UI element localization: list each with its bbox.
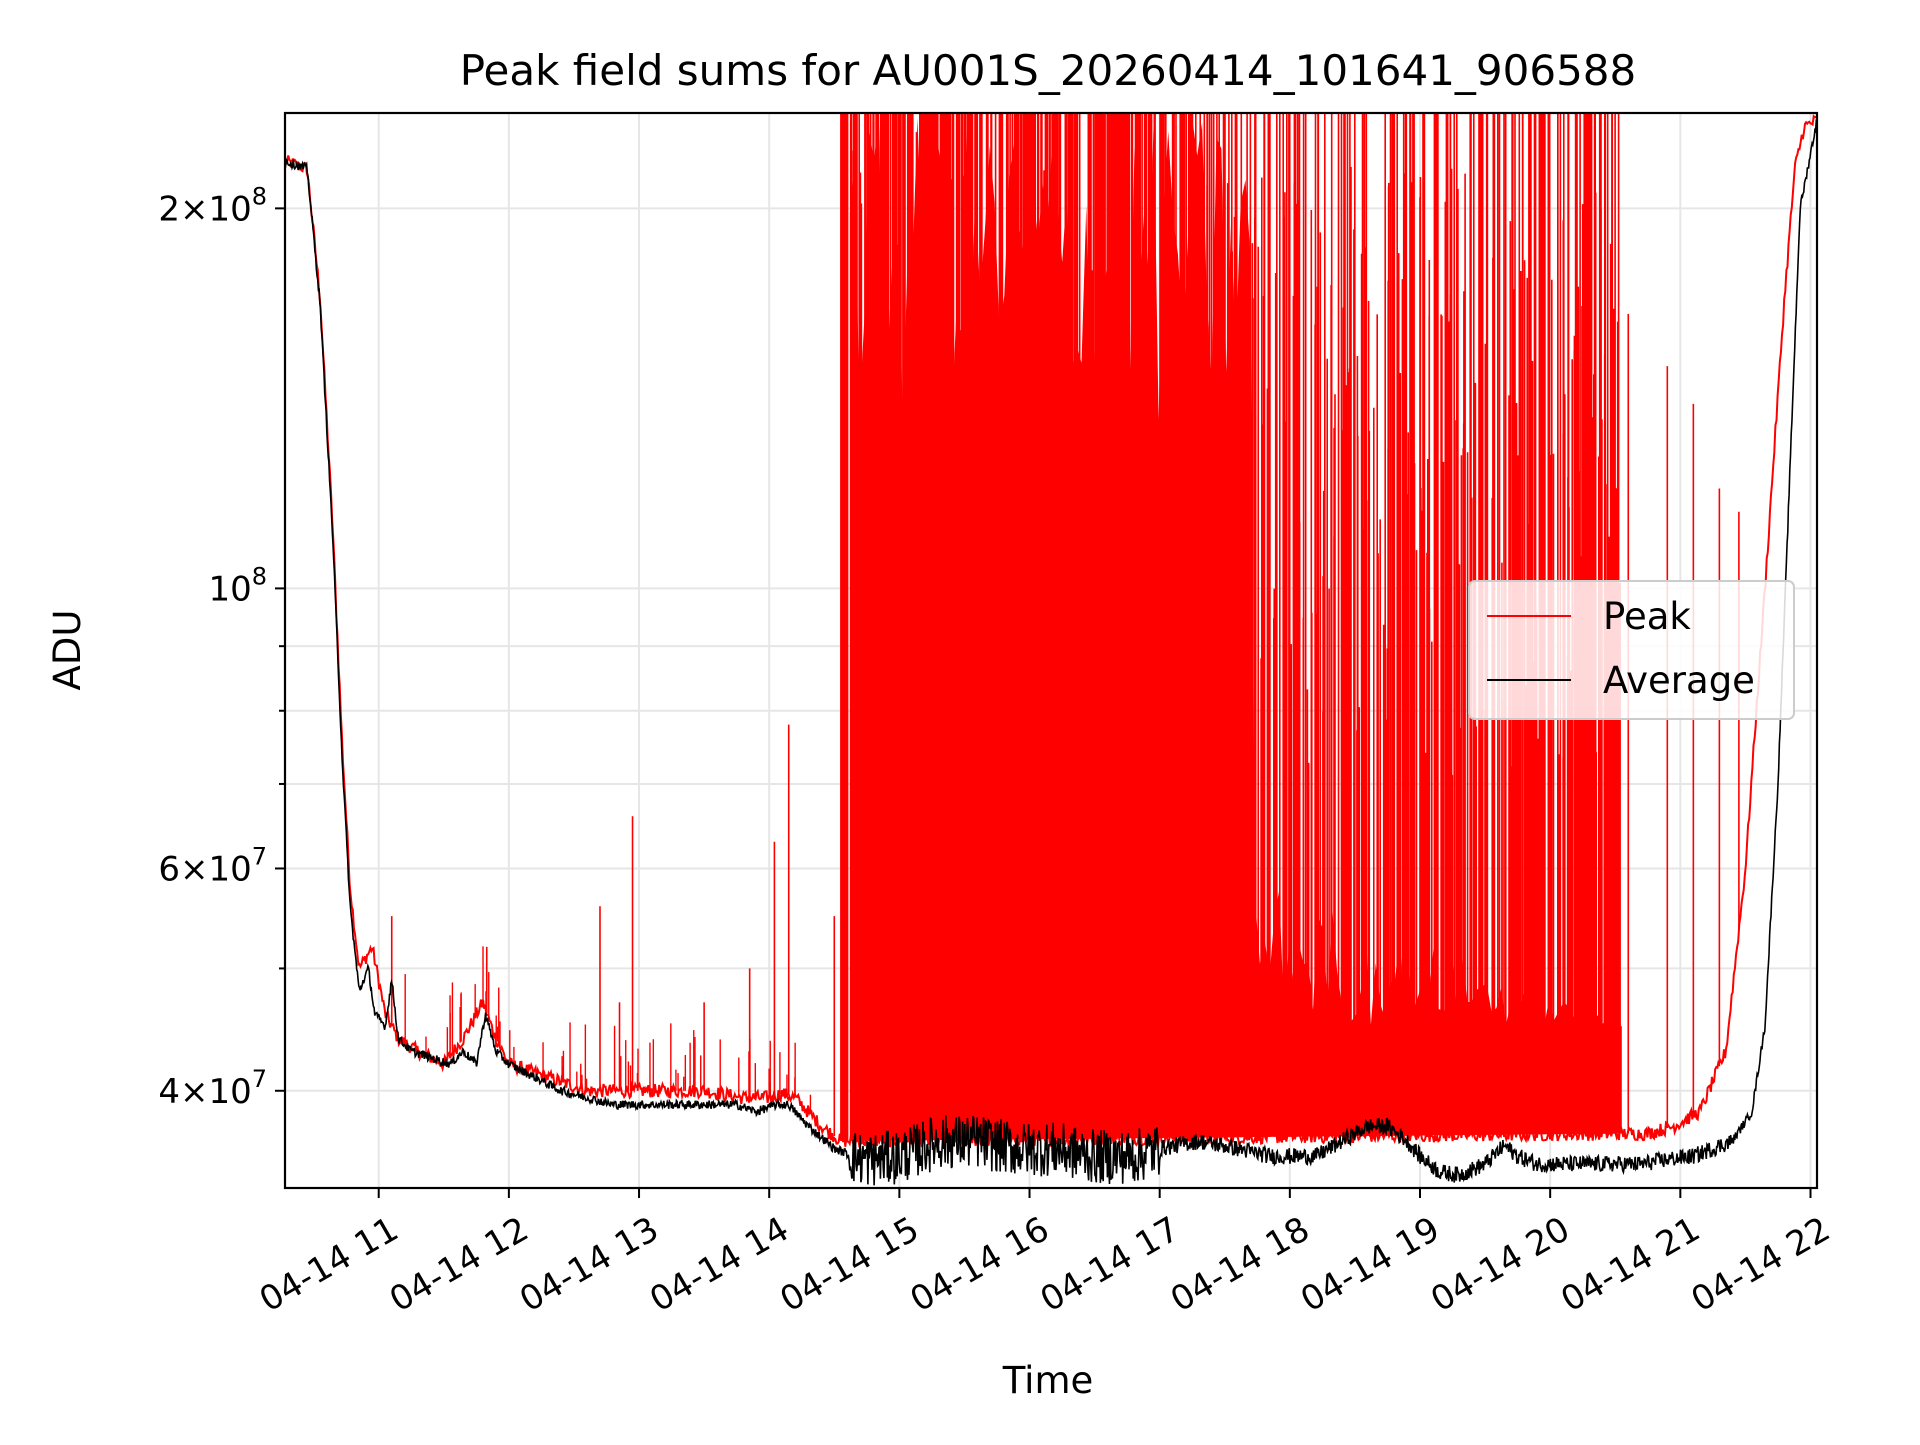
y-axis-ticks: 4×107 6×107 108 2×108 bbox=[158, 182, 285, 1112]
peak-dense-fill bbox=[849, 113, 1622, 1141]
average-line bbox=[285, 119, 1817, 1186]
legend-peak-label: Peak bbox=[1603, 595, 1691, 638]
y-axis-label: ADU bbox=[46, 610, 89, 691]
series-layer bbox=[285, 113, 1817, 1186]
x-axis-label: Time bbox=[1002, 1359, 1094, 1402]
chart-title: Peak field sums for AU001S_20260414_1016… bbox=[460, 46, 1637, 95]
legend: Peak Average bbox=[1468, 580, 1795, 720]
series-peak bbox=[285, 113, 1817, 1148]
y-tick-label: 2×108 bbox=[158, 182, 267, 229]
legend-average-label: Average bbox=[1603, 659, 1755, 702]
series-average bbox=[285, 119, 1817, 1186]
y-tick-label: 6×107 bbox=[158, 842, 267, 889]
peak-dense-band bbox=[840, 113, 1622, 1141]
y-tick-label: 4×107 bbox=[158, 1065, 267, 1112]
y-tick-label: 108 bbox=[208, 562, 267, 609]
plot-frame bbox=[283, 111, 1819, 1190]
